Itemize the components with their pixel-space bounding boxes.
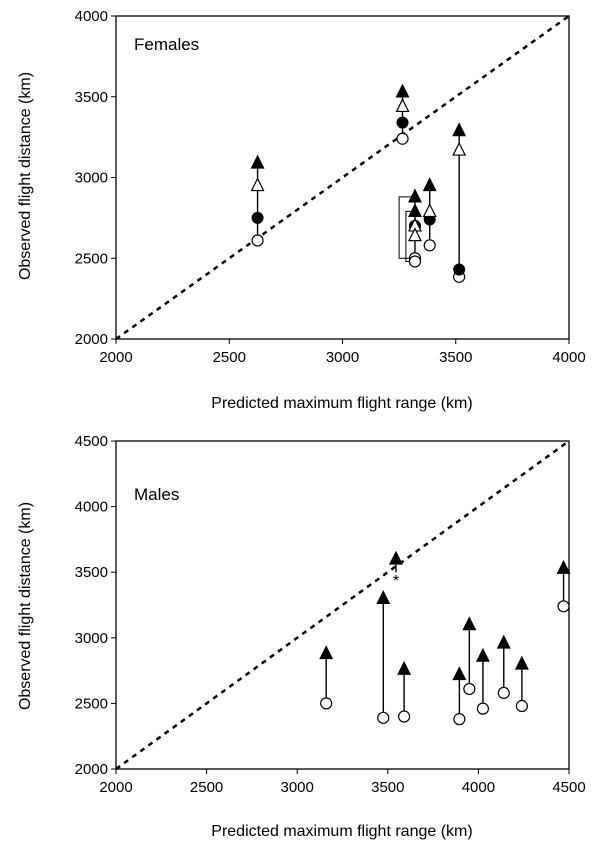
open-circle-point xyxy=(515,699,528,713)
filled-triangle-point xyxy=(319,645,334,660)
females-x-axis-label: Predicted maximum flight range (km) xyxy=(211,395,472,412)
y-tick-label: 3000 xyxy=(75,630,108,647)
males-panel: Males Predicted maximum flight range (km… xyxy=(17,433,586,840)
y-tick-label: 2500 xyxy=(75,695,108,712)
open-triangle-point xyxy=(452,141,467,156)
filled-triangle-point xyxy=(514,655,529,670)
y-tick-label: 3500 xyxy=(75,564,108,581)
open-triangle-point xyxy=(250,177,265,192)
y-tick-label: 3000 xyxy=(75,170,108,187)
open-circle-point xyxy=(408,255,422,268)
pair-bracket xyxy=(398,196,415,259)
y-tick-label: 4000 xyxy=(75,8,108,25)
males-label: Males xyxy=(134,485,179,504)
x-tick-label: 2000 xyxy=(99,779,132,796)
open-circle-point xyxy=(398,710,411,723)
x-tick-label: 3500 xyxy=(439,349,472,366)
one-to-one-line xyxy=(115,439,570,771)
filled-triangle-point xyxy=(408,188,422,203)
x-tick-label: 2000 xyxy=(99,349,132,366)
filled-triangle-point xyxy=(250,154,265,169)
y-tick-label: 2500 xyxy=(75,250,108,267)
filled-triangle-point xyxy=(422,177,437,192)
females-y-axis-label: Observed flight distance (km) xyxy=(17,72,34,280)
filled-circle-point xyxy=(453,263,466,276)
filled-triangle-point xyxy=(556,559,571,574)
filled-circle-point xyxy=(396,116,409,129)
filled-triangle-point xyxy=(395,83,410,98)
asterisk-annotation: * xyxy=(393,573,399,590)
females-panel: Females Predicted maximum flight range (… xyxy=(17,8,586,412)
y-tick-label: 4500 xyxy=(75,433,108,450)
x-tick-label: 3500 xyxy=(371,779,404,796)
y-tick-label: 4000 xyxy=(75,499,108,516)
males-y-axis-label: Observed flight distance (km) xyxy=(17,502,34,710)
open-circle-point xyxy=(453,713,466,726)
open-circle-point xyxy=(396,132,409,145)
x-tick-label: 2500 xyxy=(190,779,223,796)
filled-triangle-point xyxy=(388,550,403,565)
open-circle-point xyxy=(251,234,264,247)
filled-triangle-point xyxy=(452,122,467,137)
filled-triangle-point xyxy=(397,660,412,675)
open-circle-point xyxy=(463,682,476,696)
open-circle-point xyxy=(497,686,510,700)
open-triangle-point xyxy=(408,227,422,242)
males-x-axis-label: Predicted maximum flight range (km) xyxy=(211,823,472,840)
filled-triangle-point xyxy=(376,590,391,605)
y-tick-label: 2000 xyxy=(75,761,108,778)
x-tick-label: 2500 xyxy=(213,349,246,366)
y-tick-label: 3500 xyxy=(75,89,108,106)
open-circle-point xyxy=(476,702,490,715)
x-tick-label: 4500 xyxy=(552,779,585,796)
open-triangle-point xyxy=(395,98,410,113)
x-tick-label: 3000 xyxy=(326,349,359,366)
x-tick-label: 3000 xyxy=(281,779,314,796)
filled-triangle-point xyxy=(462,616,477,631)
filled-triangle-point xyxy=(475,647,490,662)
females-label: Females xyxy=(134,35,199,54)
y-tick-label: 2000 xyxy=(75,331,108,348)
filled-triangle-point xyxy=(496,634,511,649)
open-circle-point xyxy=(377,711,390,724)
x-tick-label: 4000 xyxy=(462,779,495,796)
filled-triangle-point xyxy=(452,666,467,681)
x-tick-label: 4000 xyxy=(552,349,585,366)
open-circle-point xyxy=(423,239,436,252)
filled-circle-point xyxy=(251,211,264,224)
open-triangle-point xyxy=(422,203,437,218)
open-circle-point xyxy=(320,697,333,710)
open-circle-point xyxy=(557,600,570,613)
filled-triangle-point xyxy=(408,203,422,218)
one-to-one-line xyxy=(115,14,570,341)
